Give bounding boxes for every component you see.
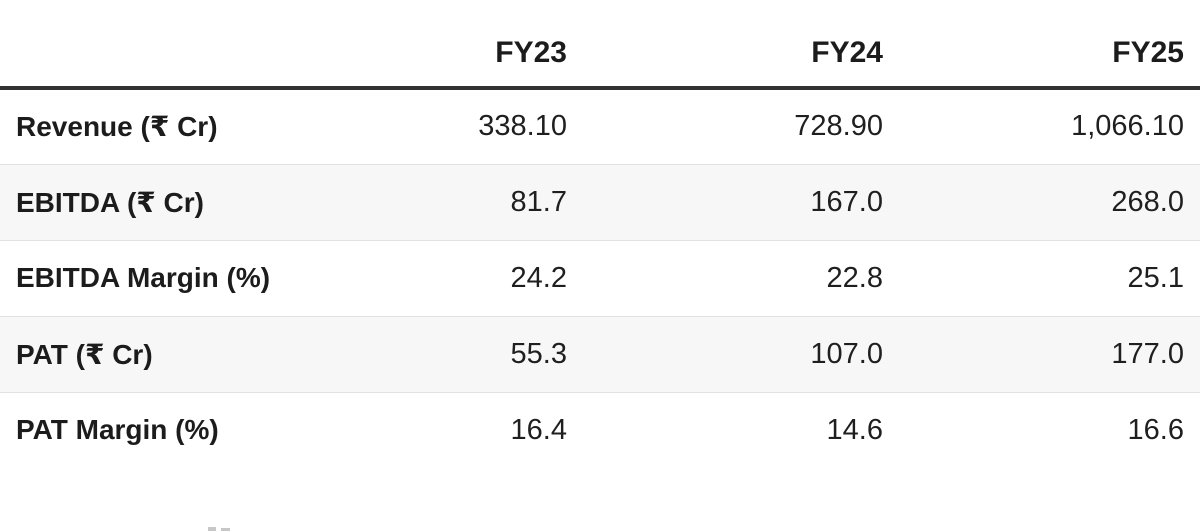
cell-pat-fy24: 107.0 [810, 337, 883, 370]
financials-table: FY23 FY24 FY25 Revenue (₹ Cr) 338.10 728… [0, 0, 1200, 468]
cell-ebitda-fy24: 167.0 [810, 185, 883, 218]
cutoff-content-fragment [221, 528, 230, 531]
table-body: Revenue (₹ Cr) 338.10 728.90 1,066.10 EB… [0, 88, 1200, 468]
column-header-fy25: FY25 [1112, 36, 1184, 69]
cell-ebitda-fy25: 268.0 [1111, 185, 1184, 218]
cell-revenue-fy23: 338.10 [478, 110, 567, 143]
table-row-pat-margin: PAT Margin (%) 16.4 14.6 16.6 [0, 392, 1200, 468]
cell-pat-margin-fy25: 16.6 [1127, 413, 1184, 446]
table-row-ebitda-margin: EBITDA Margin (%) 24.2 22.8 25.1 [0, 240, 1200, 316]
column-header-fy24: FY24 [811, 36, 883, 69]
table-header: FY23 FY24 FY25 [0, 0, 1200, 88]
header-row: FY23 FY24 FY25 [0, 0, 1200, 88]
cell-revenue-fy25: 1,066.10 [1071, 110, 1184, 143]
table-row-ebitda: EBITDA (₹ Cr) 81.7 167.0 268.0 [0, 164, 1200, 240]
column-header-fy23: FY23 [495, 36, 567, 69]
row-label-revenue: Revenue (₹ Cr) [16, 111, 218, 143]
cell-pat-margin-fy23: 16.4 [510, 413, 567, 446]
row-label-pat: PAT (₹ Cr) [16, 338, 153, 370]
row-label-pat-margin: PAT Margin (%) [16, 414, 219, 446]
cell-ebitda-fy23: 81.7 [510, 185, 567, 218]
cell-ebitda-margin-fy25: 25.1 [1127, 261, 1184, 294]
table-row-revenue: Revenue (₹ Cr) 338.10 728.90 1,066.10 [0, 88, 1200, 164]
cell-revenue-fy24: 728.90 [794, 110, 883, 143]
table-row-pat: PAT (₹ Cr) 55.3 107.0 177.0 [0, 316, 1200, 392]
cell-pat-fy25: 177.0 [1111, 337, 1184, 370]
row-label-ebitda: EBITDA (₹ Cr) [16, 186, 204, 218]
cell-ebitda-margin-fy23: 24.2 [510, 261, 567, 294]
row-label-ebitda-margin: EBITDA Margin (%) [16, 262, 271, 293]
corner-cell [0, 0, 273, 88]
cell-ebitda-margin-fy24: 22.8 [826, 261, 883, 294]
cell-pat-margin-fy24: 14.6 [826, 413, 883, 446]
cell-pat-fy23: 55.3 [510, 337, 567, 370]
cutoff-content-fragment [208, 527, 216, 531]
